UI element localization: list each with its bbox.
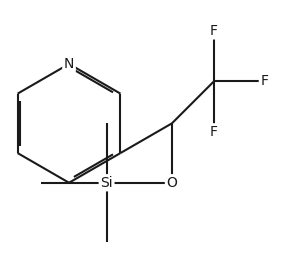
Text: F: F — [210, 125, 218, 139]
Text: F: F — [210, 24, 218, 38]
Text: Si: Si — [100, 176, 113, 190]
Text: O: O — [166, 176, 177, 190]
Text: F: F — [260, 74, 268, 88]
Text: N: N — [64, 57, 74, 71]
